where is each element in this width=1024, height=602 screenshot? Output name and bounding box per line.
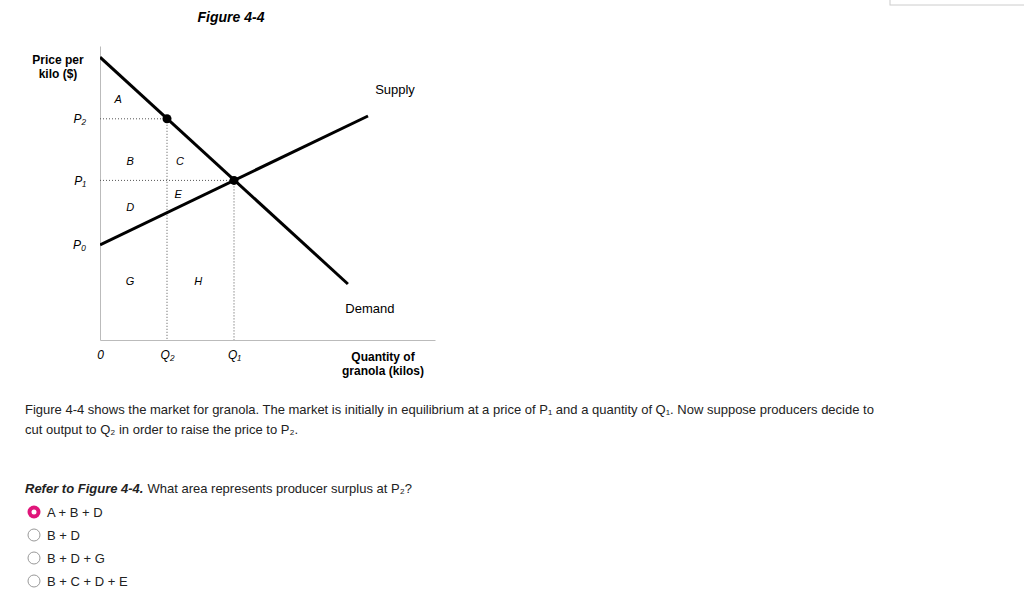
x-tick: 0 — [97, 340, 104, 362]
curve-label: Supply — [375, 82, 415, 97]
guide-horizontal — [100, 118, 167, 119]
question-text: What area represents producer surplus at… — [147, 481, 411, 496]
guide-vertical — [167, 119, 168, 340]
caption-line: cut output to Q₂ in order to raise the p… — [25, 422, 298, 437]
y-axis-title: Price perkilo ($) — [32, 53, 84, 81]
caption-line: Figure 4-4 shows the market for granola.… — [25, 402, 874, 417]
frame-corner — [890, 0, 1024, 5]
area-label: D — [126, 201, 134, 213]
option[interactable]: B + C + D + E — [28, 574, 128, 589]
x-tick-label: Q₁ — [228, 348, 241, 362]
x-tick-label: Q₂ — [161, 348, 175, 362]
curve-1 — [100, 57, 348, 284]
area-label: A — [113, 93, 121, 105]
curve-label: Demand — [345, 301, 394, 316]
x-axis-title-line: Quantity of — [351, 350, 415, 364]
y-tick: P₂ — [73, 112, 100, 126]
area-label: C — [176, 155, 184, 167]
y-tick-label: P₁ — [74, 174, 86, 188]
x-axis-title: Quantity ofgranola (kilos) — [342, 350, 424, 378]
point — [163, 114, 172, 123]
option[interactable]: B + D + G — [28, 551, 105, 566]
option-label[interactable]: B + D + G — [47, 551, 105, 566]
plot-area — [100, 57, 368, 340]
area-label: H — [194, 275, 202, 287]
x-axis-title-line: granola (kilos) — [342, 364, 424, 378]
y-axis-title-line: Price per — [32, 53, 84, 67]
y-tick-label: P₀ — [73, 238, 86, 252]
option-label[interactable]: A + B + D — [47, 505, 103, 520]
radio-selected[interactable] — [28, 506, 41, 519]
y-tick-label: P₂ — [73, 112, 86, 126]
option-label[interactable]: B + D — [47, 528, 80, 543]
y-tick: P₁ — [74, 174, 100, 188]
radio[interactable] — [28, 552, 40, 564]
point — [230, 176, 239, 185]
question: Refer to Figure 4-4. What area represents… — [25, 481, 412, 496]
curve-0 — [100, 116, 368, 245]
radio[interactable] — [28, 575, 40, 587]
page: Figure 4-4 Price perkilo ($) Quantity ofgr… — [0, 0, 1024, 602]
area-label: E — [174, 188, 182, 200]
radio-dot[interactable] — [32, 510, 37, 515]
x-axis-line — [101, 340, 436, 341]
x-tick: Q₁ — [228, 340, 241, 362]
y-tick: P₀ — [73, 238, 100, 252]
area-label: B — [126, 155, 133, 167]
x-axis: 0 Q₂ Q₁ — [97, 340, 435, 362]
guide-horizontal — [100, 180, 234, 181]
chart-title: Figure 4-4 — [198, 9, 265, 25]
option[interactable]: A + B + D — [28, 505, 103, 520]
option[interactable]: B + D — [28, 528, 80, 543]
guide-vertical — [234, 180, 235, 340]
area-label: G — [126, 275, 135, 287]
y-axis-line — [100, 47, 101, 341]
question-lead: Refer to Figure 4-4. — [25, 481, 143, 496]
y-axis: P₀ P₁ P₂ — [73, 47, 101, 341]
radio[interactable] — [28, 529, 40, 541]
option-label[interactable]: B + C + D + E — [47, 574, 128, 589]
x-tick-label: 0 — [97, 348, 104, 362]
y-axis-title-line: kilo ($) — [39, 67, 78, 81]
x-tick: Q₂ — [161, 340, 175, 362]
